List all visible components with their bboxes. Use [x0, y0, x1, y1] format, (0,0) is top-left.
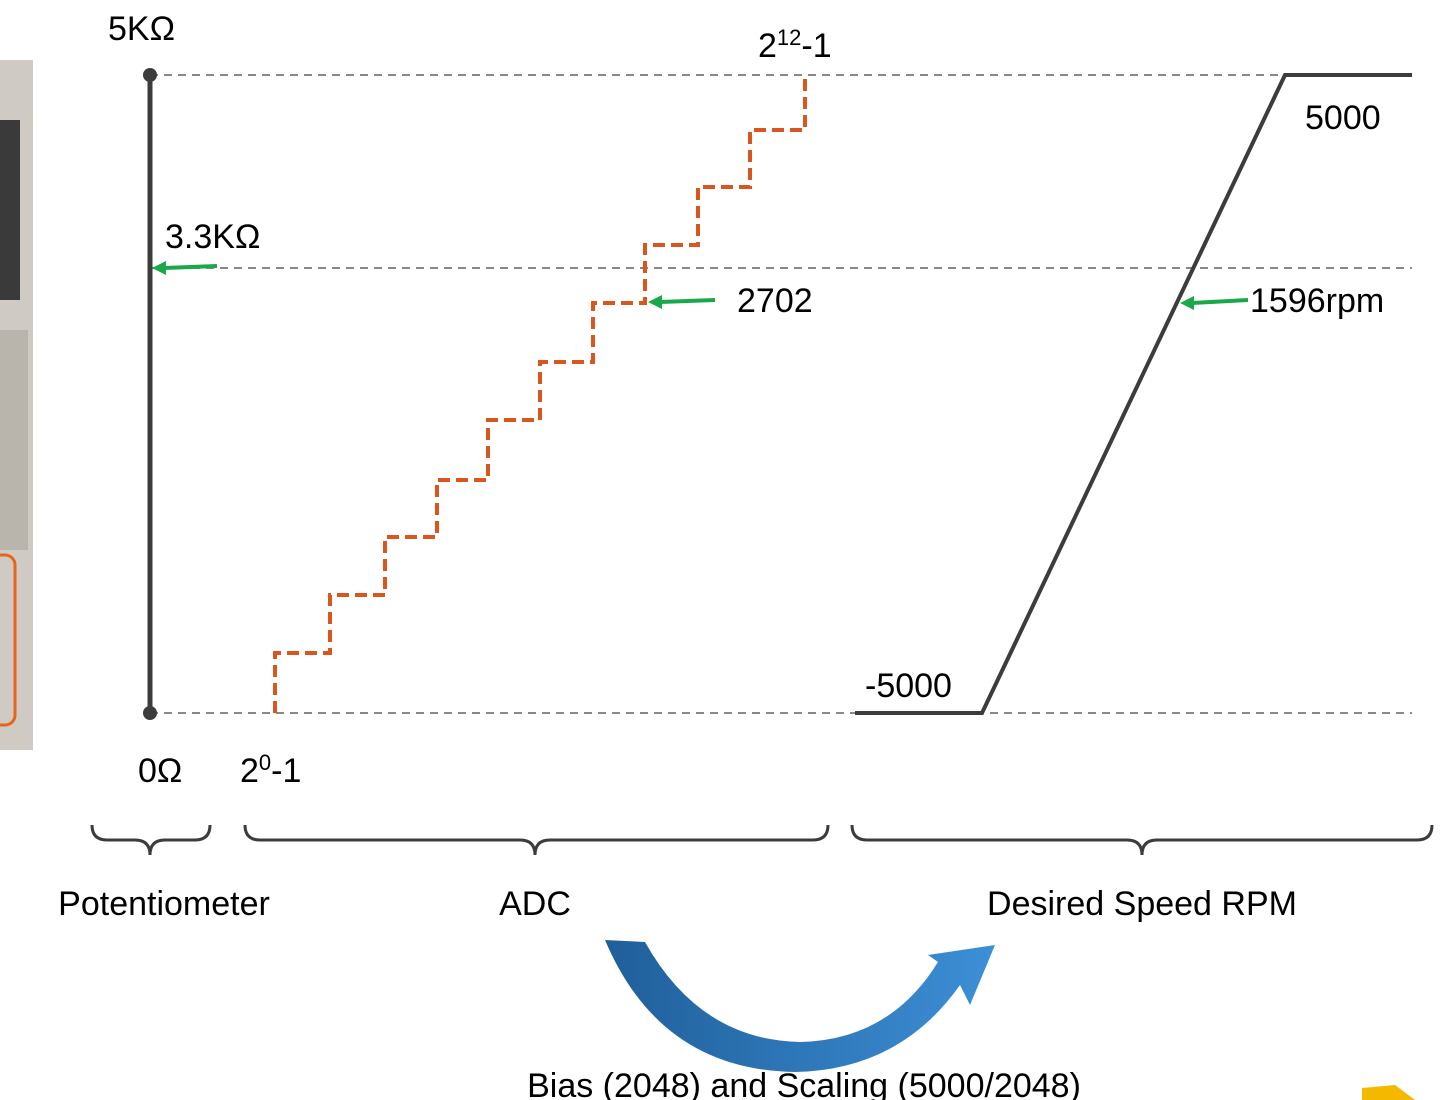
base: 2	[240, 752, 259, 790]
photo-fragment	[0, 60, 33, 750]
tail: -1	[801, 27, 831, 65]
tail: -1	[271, 752, 301, 790]
brackets	[90, 824, 1434, 856]
corner-shape	[1362, 1085, 1415, 1100]
adc-marker: 2702	[737, 282, 813, 320]
adc-top: 212-1	[758, 25, 832, 65]
exp: 0	[259, 750, 271, 775]
section-label: Potentiometer	[58, 885, 270, 923]
speed-ramp	[855, 73, 1412, 715]
guide-lines	[150, 74, 1412, 714]
marker-arrows	[152, 261, 1249, 310]
rpm-top: 5000	[1305, 99, 1381, 137]
pot-end	[143, 68, 157, 82]
base: 2	[758, 27, 777, 65]
pot-marker: 3.3KΩ	[165, 218, 260, 256]
pot-top: 5KΩ	[108, 10, 175, 48]
section-label: Desired Speed RPM	[987, 885, 1297, 923]
adc-bottom: 20-1	[240, 750, 301, 790]
rpm-marker: 1596rpm	[1250, 282, 1384, 320]
exp: 12	[777, 25, 801, 50]
transform-label: Bias (2048) and Scaling (5000/2048)	[527, 1067, 1081, 1100]
rpm-bottom: -5000	[865, 667, 952, 705]
adc-staircase	[273, 75, 807, 713]
transform-arrow	[605, 940, 995, 1072]
pot-bottom: 0Ω	[138, 752, 182, 790]
pot-end	[143, 706, 157, 720]
section-label: ADC	[499, 885, 571, 923]
